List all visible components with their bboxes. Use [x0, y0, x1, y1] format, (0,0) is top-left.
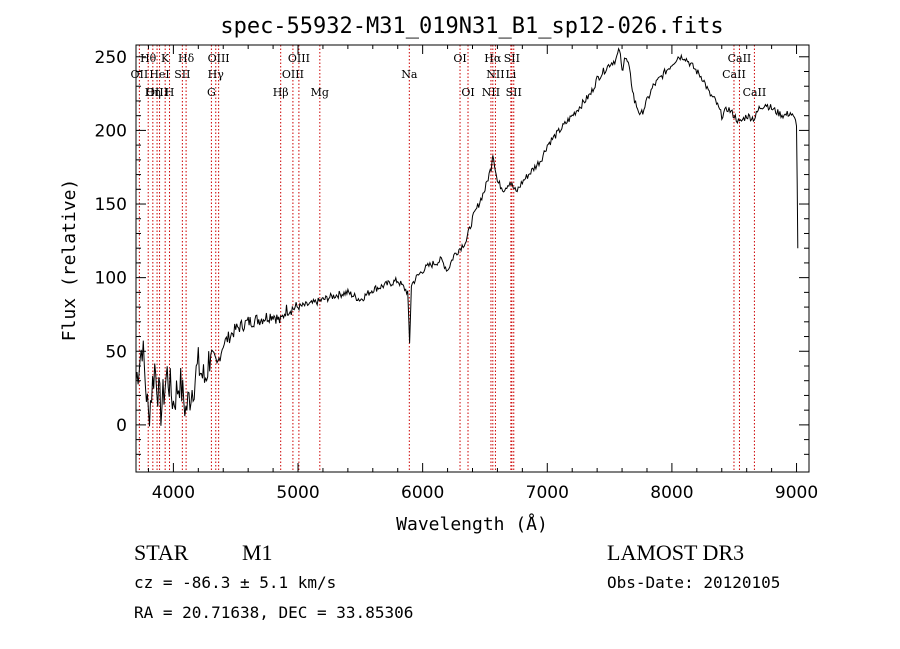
x-tick-label: 5000: [276, 483, 319, 503]
line-marker-label: OIII: [282, 68, 304, 81]
y-axis-ticks: 0 50 100 150 200 250: [95, 48, 809, 455]
line-marker-label: NII: [486, 68, 504, 81]
line-marker-label: CaII: [722, 68, 746, 81]
line-marker-label: Hδ: [178, 52, 195, 65]
line-marker-label: Hθ: [140, 52, 157, 65]
line-marker-label: OI: [453, 52, 466, 65]
chart-title: spec-55932-M31_019N31_B1_sp12-026.fits: [220, 14, 723, 39]
subclass: M1: [242, 540, 273, 565]
line-marker-label: NII: [482, 86, 500, 99]
line-marker-label: CaII: [743, 86, 767, 99]
line-marker-label: SII: [506, 86, 522, 99]
y-tick-label: 100: [95, 269, 127, 289]
line-markers: [138, 45, 755, 472]
line-marker-label: OIII: [146, 86, 168, 99]
line-marker-label: G: [207, 86, 216, 99]
y-tick-label: 200: [95, 121, 127, 141]
line-marker-label: OI: [461, 86, 474, 99]
line-marker-label: OIII: [208, 52, 230, 65]
line-marker-label: OII: [131, 68, 149, 81]
line-marker-label: Na: [401, 68, 418, 81]
line-marker-label: OIII: [288, 52, 310, 65]
line-marker-label: SII: [504, 52, 520, 65]
line-marker-label: K: [161, 52, 170, 65]
object-class: STAR: [134, 540, 189, 565]
x-tick-label: 4000: [152, 483, 195, 503]
y-tick-label: 250: [95, 48, 127, 68]
line-marker-label: Mg: [311, 86, 329, 99]
x-axis-label: Wavelength (Å): [396, 513, 548, 535]
line-marker-label: Hα: [484, 52, 502, 65]
x-tick-label: 6000: [401, 483, 444, 503]
spectrum-line: [135, 47, 799, 427]
line-marker-label: Hη: [145, 86, 161, 99]
redshift-readout: cz = -86.3 ± 5.1 km/s: [134, 573, 337, 592]
line-marker-label: SII: [174, 68, 190, 81]
line-marker-label: H: [165, 86, 175, 99]
y-tick-label: 150: [95, 195, 127, 215]
x-axis-ticks: 4000 5000 6000 7000 8000 9000: [147, 45, 818, 503]
coordinates-readout: RA = 20.71638, DEC = 33.85306: [134, 603, 414, 622]
observation-date: Obs-Date: 20120105: [607, 573, 781, 592]
line-marker-label: HeI: [149, 68, 169, 81]
line-marker-label: CaII: [728, 52, 752, 65]
line-marker-label: Hβ: [273, 86, 289, 99]
y-tick-label: 50: [105, 342, 127, 362]
x-tick-label: 8000: [650, 483, 693, 503]
x-tick-label: 9000: [775, 483, 818, 503]
line-marker-label: Li: [505, 68, 516, 81]
plot-frame: [135, 44, 810, 473]
y-axis-label: Flux (relative): [59, 179, 80, 342]
y-tick-label: 0: [116, 416, 127, 436]
line-marker-label: Hγ: [208, 68, 225, 81]
x-tick-label: 7000: [526, 483, 569, 503]
survey-name: LAMOST DR3: [607, 540, 745, 565]
